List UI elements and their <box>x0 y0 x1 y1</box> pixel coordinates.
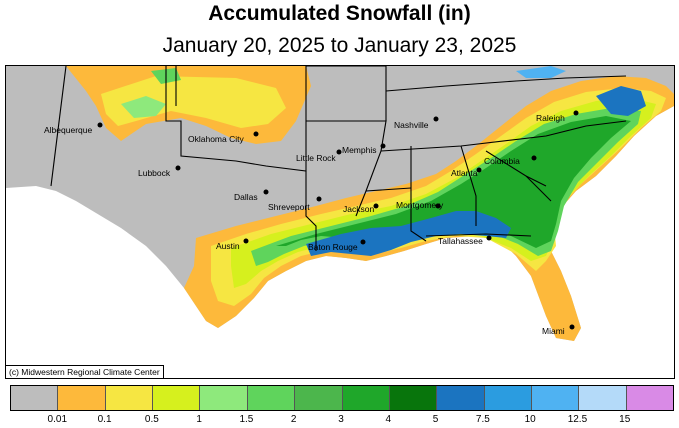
state-borders <box>50 66 627 251</box>
legend-swatch <box>389 386 438 410</box>
legend-tick-label: 1 <box>196 414 202 425</box>
snowfall-map: Albequerque Oklahoma City Lubbock Dallas… <box>5 65 675 379</box>
band-lightblue-carolina <box>516 66 566 78</box>
city-dot-dallas <box>263 189 269 195</box>
credit-label: (c) Midwestern Regional Climate Center <box>6 365 164 378</box>
city-markers: Albequerque Oklahoma City Lubbock Dallas… <box>44 110 579 336</box>
legend-swatch <box>626 386 674 410</box>
city-dot-oklahoma-city <box>253 131 259 137</box>
band-blue-carolina <box>596 86 646 116</box>
legend-tick-label: 0.5 <box>144 414 159 425</box>
legend-swatch <box>153 386 201 410</box>
city-label-memphis: Memphis <box>342 145 376 155</box>
city-dot-nashville <box>433 116 439 122</box>
legend-swatch <box>295 386 343 410</box>
city-label-jackson: Jackson <box>343 204 374 214</box>
legend-swatch <box>247 386 296 410</box>
city-dot-columbia <box>531 155 537 161</box>
city-dot-shreveport <box>316 196 322 202</box>
legend-swatch <box>342 386 390 410</box>
city-label-tallahassee: Tallahassee <box>438 236 483 246</box>
legend-swatch <box>437 386 485 410</box>
city-dot-baton-rouge <box>360 239 366 245</box>
legend-swatch <box>484 386 532 410</box>
legend-tick-label: 4 <box>385 414 392 425</box>
city-dot-miami <box>569 324 575 330</box>
city-label-columbia: Columbia <box>484 156 520 166</box>
band-darkgreen-gulf <box>276 116 631 248</box>
city-label-austin: Austin <box>216 241 240 251</box>
legend-tick-label: 15 <box>619 414 631 425</box>
city-label-baton-rouge: Baton Rouge <box>308 242 358 252</box>
legend-tick-label: 1.5 <box>239 414 254 425</box>
legend-tick-label: 10 <box>524 414 536 425</box>
map-subtitle: January 20, 2025 to January 23, 2025 <box>162 34 517 57</box>
legend-tick-label: 7.5 <box>475 414 490 425</box>
map-title: Accumulated Snowfall (in) <box>208 2 471 25</box>
map-canvas: Albequerque Oklahoma City Lubbock Dallas… <box>6 66 674 378</box>
legend-tick-label: 0.01 <box>47 414 68 425</box>
city-label-miami: Miami <box>542 326 565 336</box>
city-dot-montgomery <box>435 203 441 209</box>
legend-swatch <box>579 386 627 410</box>
legend-tick-label: 5 <box>432 414 439 425</box>
city-dot-albequerque <box>97 122 103 128</box>
city-dot-little-rock <box>336 149 342 155</box>
city-label-albequerque: Albequerque <box>44 125 92 135</box>
city-dot-jackson <box>373 203 379 209</box>
band-green-north <box>121 96 166 118</box>
legend-tick-label: 2 <box>290 414 297 425</box>
city-label-raleigh: Raleigh <box>536 113 565 123</box>
city-label-dallas: Dallas <box>234 192 258 202</box>
city-dot-atlanta <box>476 167 482 173</box>
city-dot-tallahassee <box>486 235 492 241</box>
legend-tick-labels: 0.01 0.1 0.5 1 1.5 2 3 4 5 7.5 10 12.5 15 <box>10 414 672 428</box>
legend-swatch <box>200 386 248 410</box>
legend-tick-label: 0.1 <box>97 414 112 425</box>
city-dot-memphis <box>380 143 386 149</box>
legend-swatch <box>11 386 59 410</box>
city-dot-raleigh <box>573 110 579 116</box>
city-dot-lubbock <box>175 165 181 171</box>
legend-swatch <box>531 386 580 410</box>
legend-tick-label: 3 <box>338 414 344 425</box>
city-label-nashville: Nashville <box>394 120 429 130</box>
legend-swatch <box>105 386 154 410</box>
city-label-montgomery: Montgomery <box>396 200 444 210</box>
city-label-shreveport: Shreveport <box>268 202 310 212</box>
city-label-oklahoma-city: Oklahoma City <box>188 134 244 144</box>
legend-swatch <box>58 386 106 410</box>
color-legend <box>10 385 674 411</box>
city-dot-austin <box>243 238 249 244</box>
band-blue-gulf <box>306 211 511 256</box>
legend-tick-label: 12.5 <box>567 414 588 425</box>
city-label-lubbock: Lubbock <box>138 168 171 178</box>
city-label-atlanta: Atlanta <box>451 168 478 178</box>
city-label-little-rock: Little Rock <box>296 153 336 163</box>
